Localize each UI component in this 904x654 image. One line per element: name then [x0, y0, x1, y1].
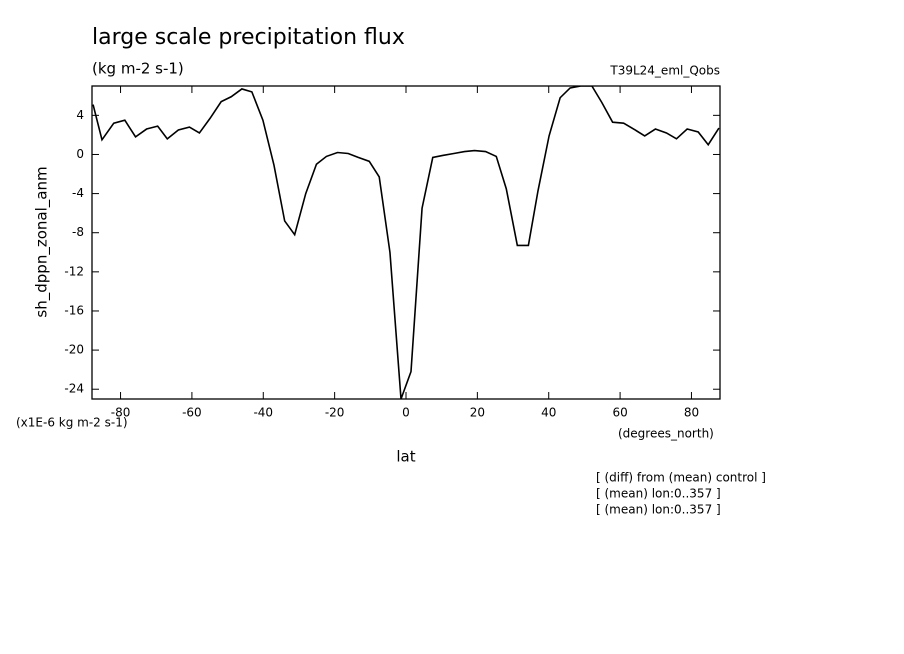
note: [ (mean) lon:0..357 ] [596, 503, 721, 517]
x-unit: (degrees_north) [618, 427, 714, 441]
x-tick-label: 0 [402, 406, 410, 420]
x-tick-label: -80 [111, 406, 131, 420]
y-tick-label: -20 [64, 343, 84, 357]
note: [ (mean) lon:0..357 ] [596, 487, 721, 501]
x-tick-label: 40 [541, 406, 556, 420]
x-tick-label: -40 [253, 406, 273, 420]
y-tick-label: -4 [72, 186, 84, 200]
chart-title: large scale precipitation flux [92, 25, 405, 50]
y-tick-label: -16 [64, 303, 84, 317]
plot-frame [91, 85, 721, 400]
y-unit: (x1E-6 kg m-2 s-1) [16, 416, 128, 430]
x-tick-label: 20 [470, 406, 485, 420]
y-axis-label: sh_dppn_zonal_anm [33, 166, 52, 317]
note: [ (diff) from (mean) control ] [596, 471, 766, 485]
x-tick-label: 80 [684, 406, 699, 420]
x-tick-label: -60 [182, 406, 202, 420]
y-tick-label: -12 [64, 264, 84, 278]
y-tick-label: 4 [76, 108, 84, 122]
x-tick-label: 60 [612, 406, 627, 420]
x-axis-label: lat [396, 448, 415, 466]
subtitle: (kg m-2 s-1) [92, 60, 184, 78]
y-tick-label: -24 [64, 382, 84, 396]
run-label: T39L24_eml_Qobs [609, 64, 720, 78]
x-tick-label: -20 [325, 406, 345, 420]
data-line [92, 86, 720, 399]
y-tick-label: 0 [76, 147, 84, 161]
y-tick-label: -8 [72, 225, 84, 239]
